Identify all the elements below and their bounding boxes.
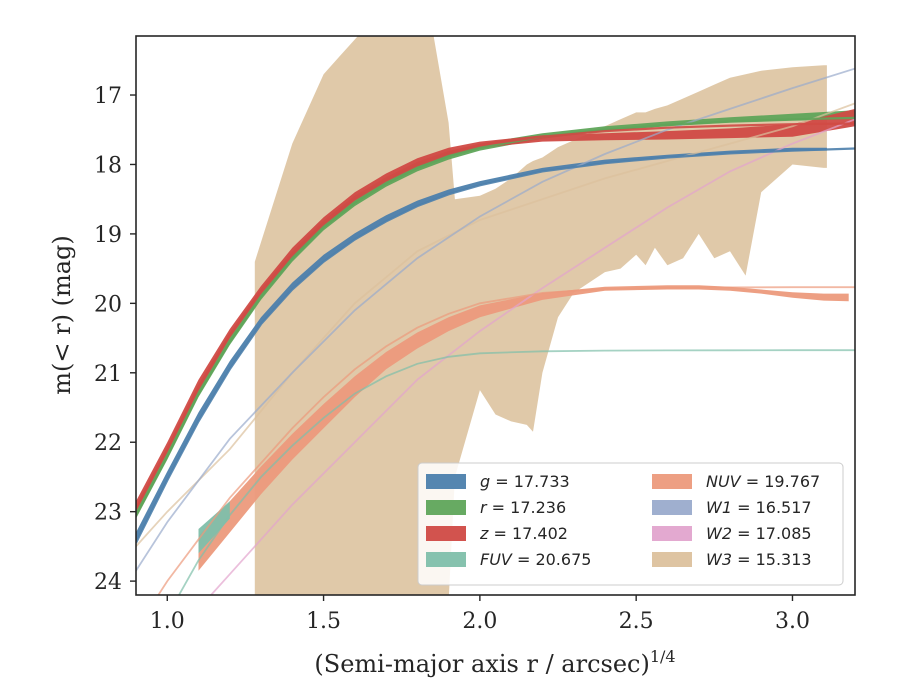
x-tick-label: 3.0 [775,609,810,634]
line-z [136,122,855,509]
y-tick-label: 20 [94,292,122,317]
legend-label-g: g = 17.733 [480,472,570,491]
model-curves [136,67,855,595]
legend-label-w3: W3 = 15.313 [706,550,812,569]
legend: g = 17.733 r = 17.236 z = 17.402 FUV = 20.6… [417,462,844,586]
legend-swatch-w3 [652,552,692,567]
x-tick-label: 1.0 [150,609,185,634]
legend-label-r: r = 17.236 [480,498,566,517]
y-axis-label: m(< r) (mag) [48,235,76,394]
x-axis-label: (Semi-major axis r / arcsec)1/4 [314,647,675,678]
x-tick-label: 1.5 [306,609,341,634]
band-fuv [198,501,230,554]
legend-swatch-fuv [426,552,466,567]
y-tick-label: 22 [94,431,122,456]
x-axis: 1.0 1.5 2.0 2.5 3.0 [150,595,810,634]
legend-label-nuv: NUV = 19.767 [706,472,820,491]
legend-swatch-w2 [652,526,692,541]
line-g [136,147,855,544]
y-tick-label: 19 [94,223,122,248]
legend-label-z: z = 17.402 [479,524,568,543]
legend-swatch-z [426,526,466,541]
line-fuv [177,349,855,595]
legend-label-w1: W1 = 16.517 [706,498,812,517]
line-w1 [136,67,855,572]
legend-swatch-w1 [652,500,692,515]
legend-swatch-r [426,500,466,515]
x-tick-label: 2.5 [619,609,654,634]
legend-label-w2: W2 = 17.085 [706,524,812,543]
y-axis: 17 18 19 20 21 22 23 24 [94,84,136,595]
plot-frame [135,35,856,596]
y-tick-label: 24 [94,570,122,595]
legend-swatch-g [426,474,466,489]
y-tick-label: 23 [94,501,122,526]
y-tick-label: 18 [94,153,122,178]
legend-swatch-nuv [652,474,692,489]
line-w3 [136,102,855,548]
uncertainty-bands [136,36,855,595]
y-tick-label: 21 [94,362,122,387]
x-tick-label: 2.0 [462,609,497,634]
legend-frame [417,462,844,586]
line-w2 [209,118,855,595]
legend-label-fuv: FUV = 20.675 [480,550,591,569]
x-axis-label-exponent: 1/4 [650,647,676,666]
y-tick-label: 17 [94,84,122,109]
line-r [136,116,855,516]
line-nuv [157,286,855,595]
